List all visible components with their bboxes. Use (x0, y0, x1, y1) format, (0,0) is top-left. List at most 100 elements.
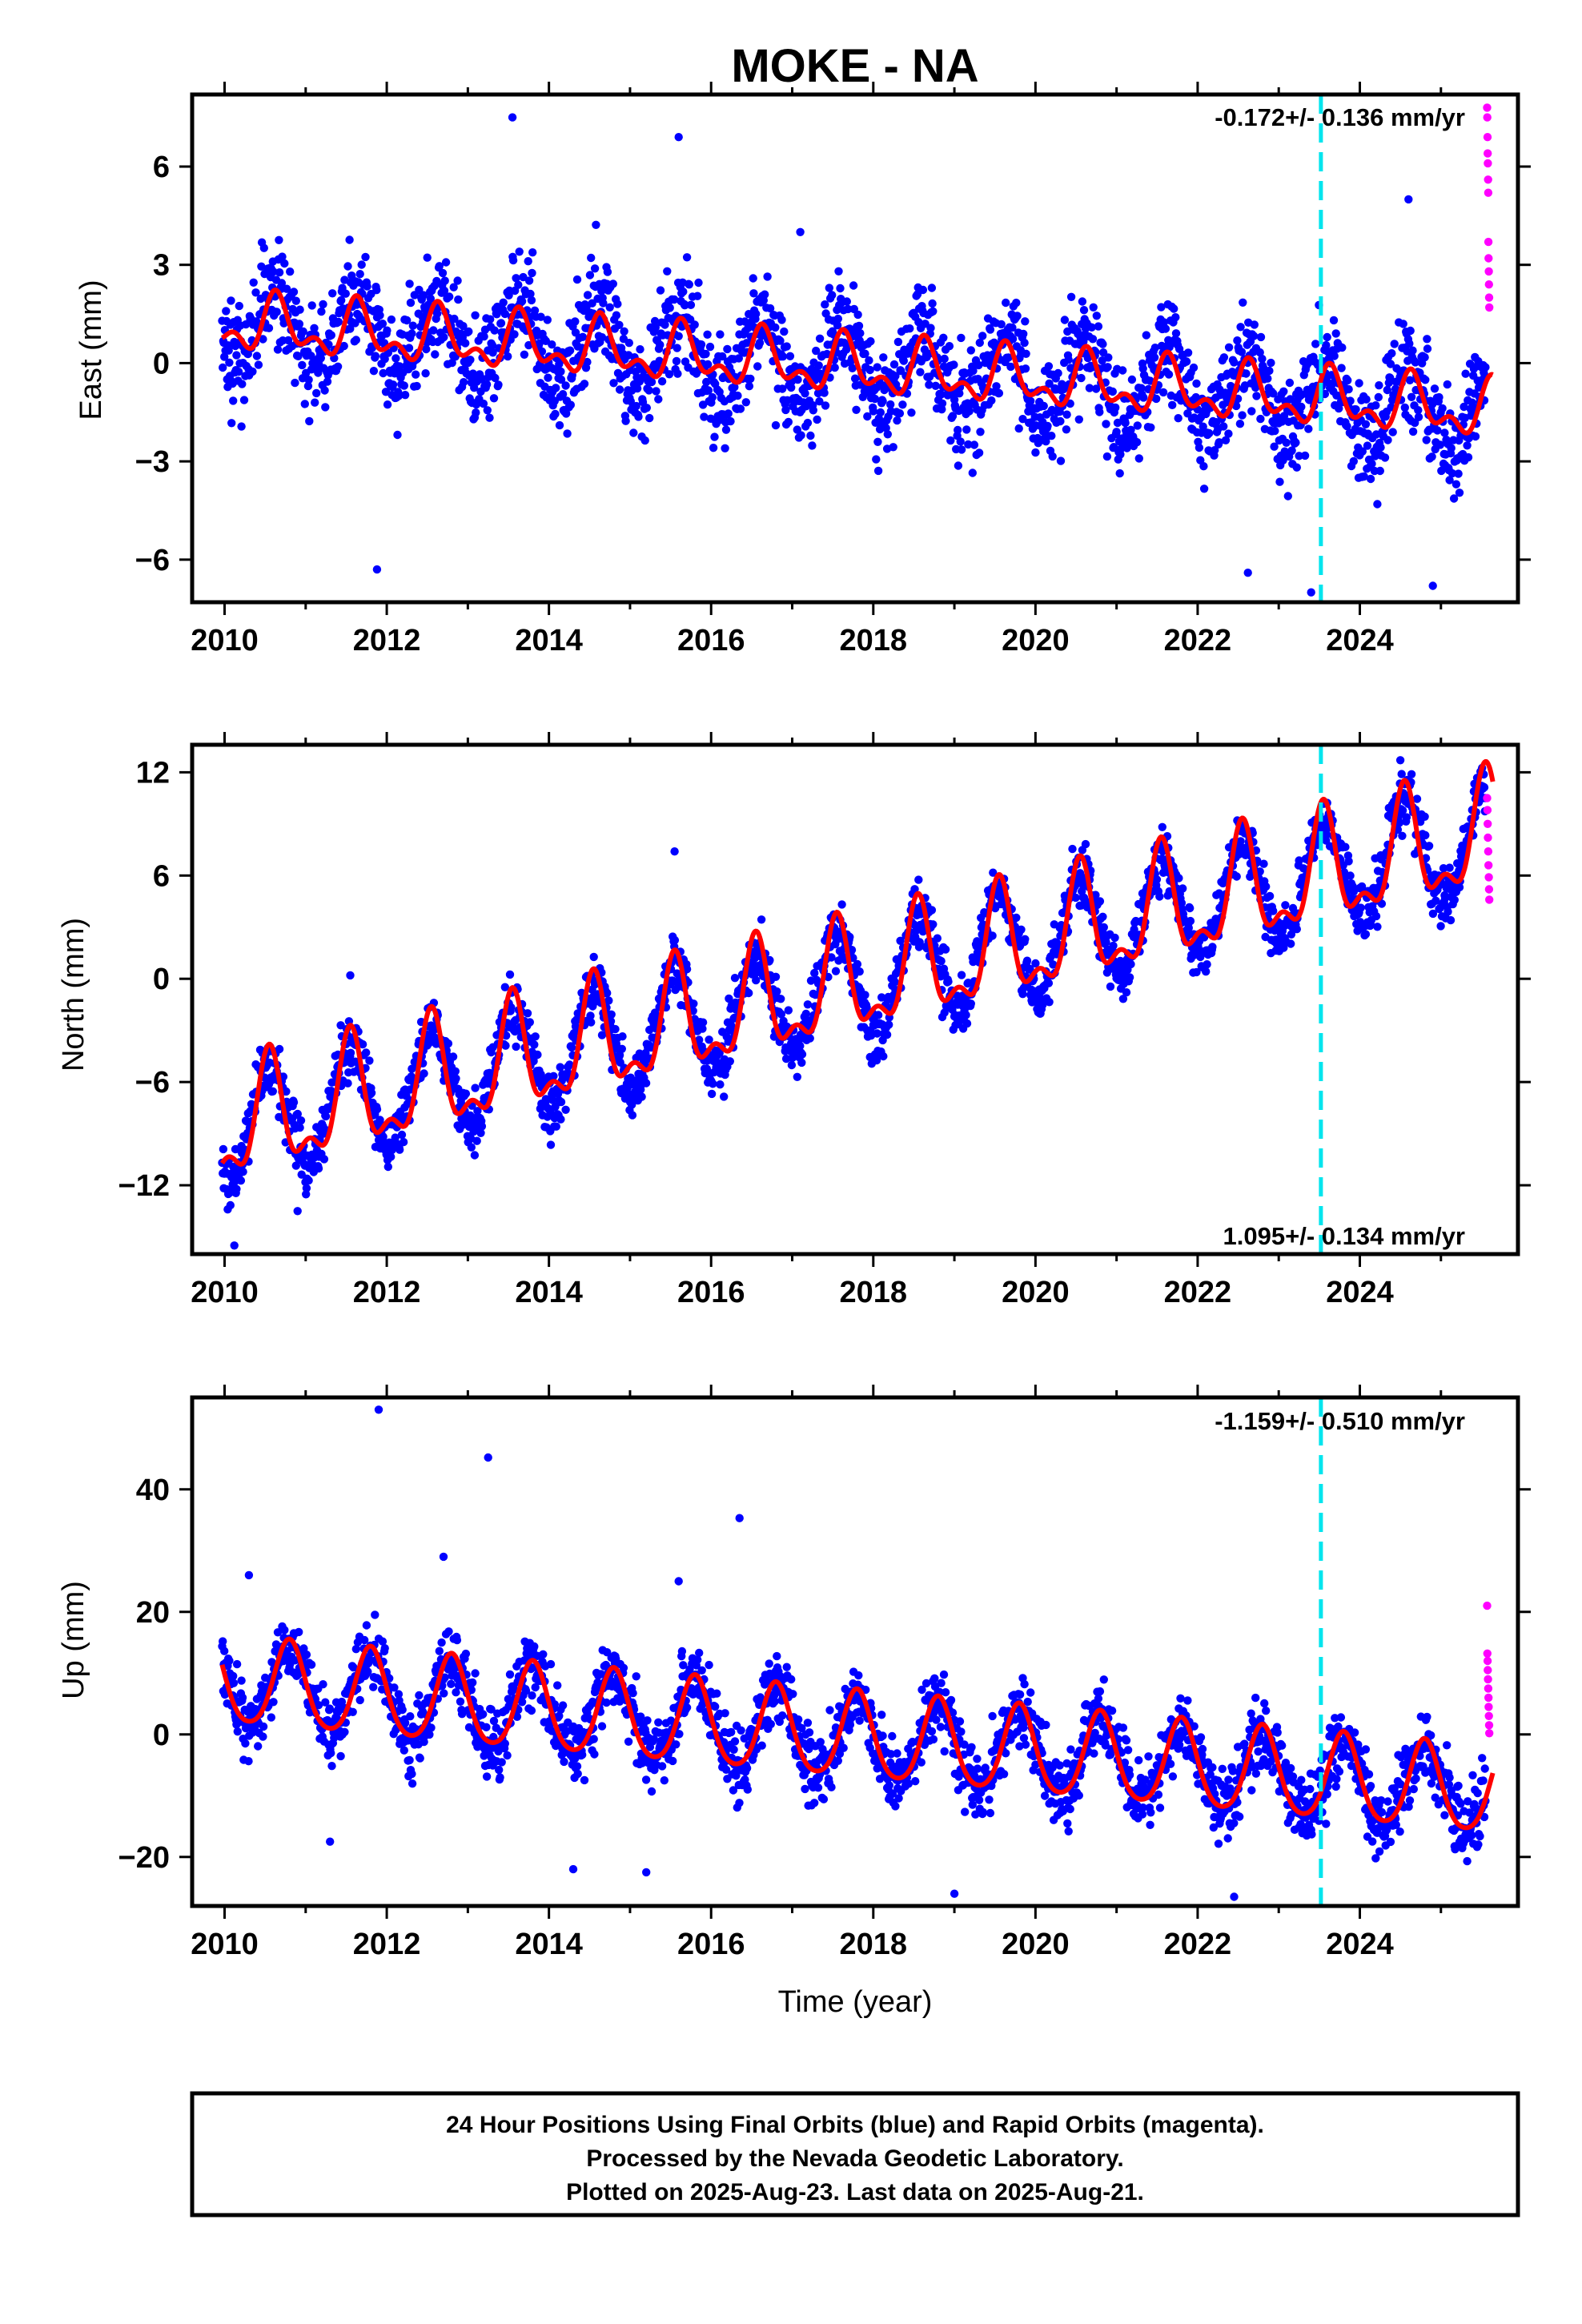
final-orbit-point (1424, 842, 1434, 850)
final-orbit-point (761, 290, 769, 299)
final-orbit-point (541, 1095, 550, 1104)
final-orbit-point (422, 344, 431, 354)
final-orbit-point (1062, 425, 1071, 434)
final-orbit-point (528, 268, 536, 278)
final-orbit-point (257, 262, 266, 271)
east-y-axis-label: East (mm) (74, 279, 108, 420)
final-orbit-point (1237, 348, 1247, 356)
final-orbit-point (907, 408, 916, 417)
final-orbit-point (1158, 822, 1167, 832)
final-orbit-point (837, 900, 846, 909)
final-orbit-point (222, 307, 231, 316)
final-orbit-point (755, 338, 765, 348)
final-orbit-point (1178, 884, 1187, 893)
final-orbit-point (1014, 424, 1023, 433)
y-tick-label: 6 (153, 151, 170, 184)
final-orbit-point (319, 300, 327, 309)
final-orbit-point (637, 1092, 646, 1101)
final-orbit-point (1087, 323, 1096, 332)
final-orbit-point (238, 380, 247, 388)
final-orbit-point (1142, 331, 1151, 340)
final-orbit-point (528, 248, 537, 257)
final-orbit-point (323, 377, 332, 386)
final-orbit-point (362, 1048, 371, 1057)
final-orbit-point (408, 329, 416, 338)
final-orbit-point (423, 253, 432, 262)
final-orbit-point (583, 357, 592, 367)
final-orbit-point (896, 936, 905, 946)
final-orbit-point (914, 875, 923, 884)
final-orbit-point (1219, 353, 1229, 362)
final-orbit-point (1056, 416, 1065, 426)
final-orbit-point (254, 360, 263, 369)
final-orbit-point (365, 1056, 374, 1065)
final-orbit-point (1279, 387, 1288, 396)
final-orbit-point (657, 377, 667, 386)
final-orbit-point (797, 431, 805, 440)
final-orbit-point (244, 1757, 253, 1766)
final-orbit-point (966, 346, 976, 355)
final-orbit-point (824, 972, 833, 982)
final-orbit-point (828, 291, 837, 300)
final-orbit-point (964, 440, 973, 449)
final-orbit-point (406, 298, 416, 308)
final-orbit-point (809, 406, 817, 415)
final-orbit-point (1018, 415, 1027, 424)
final-orbit-point (461, 1089, 471, 1098)
final-orbit-point (1031, 448, 1040, 457)
final-orbit-point (1341, 842, 1350, 851)
final-orbit-point (700, 412, 709, 421)
final-orbit-point (1115, 468, 1124, 478)
final-orbit-point (588, 299, 596, 308)
final-orbit-point (1359, 472, 1369, 481)
final-orbit-point (709, 1080, 717, 1088)
east-panel: 2010 2012 2014 2016 2018 2020 2022 2024−6−3036E… (74, 82, 1531, 657)
rapid-orbit-point (1483, 794, 1492, 802)
final-orbit-point (1224, 429, 1233, 438)
final-orbit-point (997, 320, 1006, 329)
final-orbit-point (856, 328, 865, 338)
final-orbit-point (1435, 440, 1445, 449)
final-orbit-point (324, 340, 333, 349)
y-tick-label: −3 (135, 445, 170, 479)
final-orbit-point (1361, 420, 1371, 428)
final-orbit-point (690, 320, 699, 329)
final-orbit-point (933, 934, 942, 943)
rapid-orbit-point (1485, 303, 1494, 312)
final-orbit-point (241, 1739, 250, 1748)
final-orbit-point (587, 253, 596, 263)
final-orbit-point (689, 999, 698, 1008)
final-orbit-point (916, 368, 925, 376)
final-orbit-point (1195, 443, 1204, 452)
final-orbit-point (651, 323, 660, 332)
final-orbit-point (1480, 783, 1489, 792)
final-orbit-point (1019, 329, 1028, 339)
final-orbit-point (453, 276, 462, 285)
final-orbit-point (1215, 438, 1223, 447)
final-orbit-point (1174, 874, 1183, 883)
final-orbit-point (1095, 408, 1104, 416)
final-orbit-point (957, 333, 966, 343)
final-orbit-point (1091, 384, 1101, 393)
final-orbit-point (1020, 338, 1029, 348)
final-orbit-point (394, 392, 404, 400)
final-orbit-point (725, 1057, 734, 1066)
final-orbit-point (1121, 418, 1130, 428)
final-orbit-point (849, 281, 858, 290)
final-orbit-point (444, 1039, 453, 1048)
final-orbit-point (1113, 418, 1122, 428)
final-orbit-point (641, 1079, 651, 1088)
final-orbit-point (1238, 411, 1247, 420)
final-orbit-point (744, 324, 753, 332)
final-orbit-point (1189, 363, 1199, 372)
final-orbit-point (302, 1651, 311, 1659)
final-orbit-point (957, 971, 966, 979)
final-orbit-point (1132, 438, 1142, 447)
final-orbit-point (1174, 414, 1182, 423)
x-tick-label: 2010 (191, 624, 259, 657)
final-orbit-point (753, 362, 762, 371)
final-orbit-point (773, 987, 781, 996)
x-tick-label: 2014 (515, 624, 583, 657)
final-orbit-point (1267, 358, 1275, 368)
final-orbit-point (665, 304, 674, 312)
